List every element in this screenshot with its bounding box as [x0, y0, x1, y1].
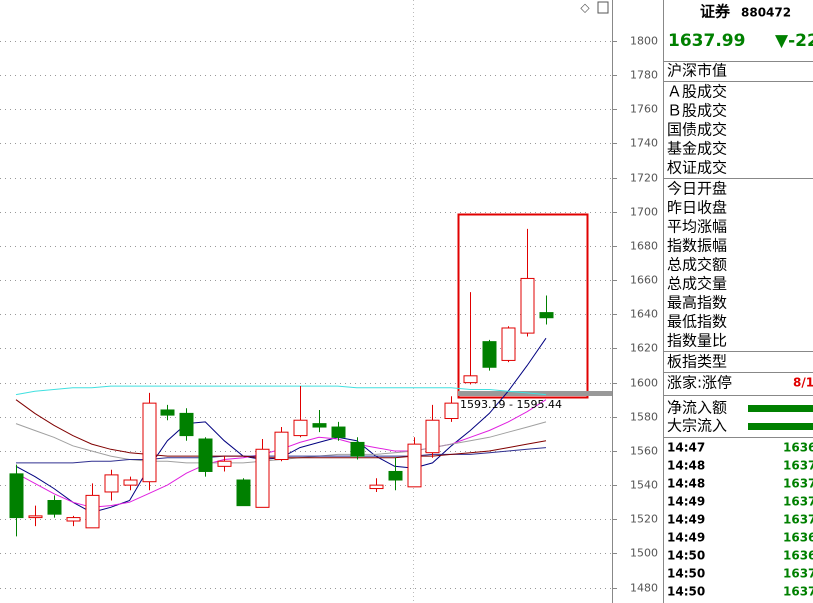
y-tick-label: 1660	[630, 274, 658, 287]
y-tick-label: 1760	[630, 103, 658, 116]
price-change: ▼-22	[775, 31, 813, 51]
moving-average	[15, 337, 547, 514]
y-tick-label: 1780	[630, 69, 658, 82]
tick-price: 1637	[783, 459, 813, 473]
y-tick-label: 1680	[630, 240, 658, 253]
y-tick-label: 1720	[630, 172, 658, 185]
field-value: 8/1	[793, 376, 813, 390]
candle-body	[66, 517, 81, 522]
field-label: Ｂ股成交	[667, 102, 727, 120]
field-label: 国债成交	[667, 121, 727, 139]
stock-name: 证券	[700, 3, 731, 21]
annotation: 1593.19 - 1595.44	[460, 398, 562, 411]
diamond-icon[interactable]: ◇	[580, 1, 590, 15]
flow-bar	[748, 423, 813, 430]
candle-body	[123, 479, 138, 486]
candle-body	[463, 375, 478, 384]
price: 1637.99	[668, 31, 745, 51]
y-tick-label: 1700	[630, 206, 658, 219]
candle-body	[104, 474, 119, 493]
y-tick-label: 1500	[630, 547, 658, 560]
candle-body	[217, 460, 232, 467]
tick-time: 14:49	[667, 495, 705, 509]
candle-body	[312, 423, 327, 428]
candle-body	[160, 409, 175, 416]
field-label: 今日开盘	[667, 180, 727, 198]
candle-body	[47, 500, 62, 515]
y-tick-label: 1480	[630, 582, 658, 595]
candle-body	[198, 438, 213, 472]
y-tick-label: 1800	[630, 35, 658, 48]
field-label: 大宗流入	[667, 417, 727, 435]
field-label: 涨家:涨停	[667, 374, 732, 392]
candle-body	[255, 448, 270, 508]
tick-price: 1636	[783, 441, 813, 455]
candle-body	[9, 473, 24, 519]
y-tick-label: 1540	[630, 479, 658, 492]
candle-body	[388, 470, 403, 481]
field-label: 权证成交	[667, 159, 727, 177]
moving-average	[15, 385, 547, 396]
grid	[0, 41, 612, 589]
tick-time: 14:49	[667, 531, 705, 545]
tick-price: 1637	[783, 495, 813, 509]
y-tick-label: 1580	[630, 411, 658, 424]
candle-body	[293, 419, 308, 437]
candle-body	[501, 327, 516, 361]
tick-price: 1637	[783, 513, 813, 527]
candle-body	[407, 443, 422, 488]
field-label: 总成交量	[667, 275, 727, 293]
y-tick-label: 1560	[630, 445, 658, 458]
candle-body	[444, 402, 459, 420]
field-label: Ａ股成交	[667, 83, 727, 101]
field-label: 沪深市值	[667, 62, 727, 80]
candle-body	[520, 277, 535, 334]
candle-body	[142, 402, 157, 483]
field-label: 昨日收盘	[667, 199, 727, 217]
candle-body	[28, 515, 43, 519]
candle-body	[350, 441, 365, 457]
candle-body	[179, 412, 194, 437]
stock-code: 880472	[741, 6, 791, 20]
field-label: 板指类型	[667, 353, 727, 371]
tick-time: 14:48	[667, 459, 705, 473]
candle-body	[236, 479, 251, 507]
field-label: 最高指数	[667, 294, 727, 312]
field-label: 平均涨幅	[667, 218, 727, 236]
y-tick-label: 1640	[630, 308, 658, 321]
tick-time: 14:47	[667, 441, 705, 455]
candle-body	[85, 494, 100, 529]
tick-price: 1637	[783, 477, 813, 491]
window-icon[interactable]	[597, 1, 609, 14]
tick-time: 14:50	[667, 585, 705, 599]
y-tick-label: 1520	[630, 513, 658, 526]
candle-body	[539, 312, 554, 319]
tick-time: 14:48	[667, 477, 705, 491]
tick-time: 14:50	[667, 549, 705, 563]
tick-time: 14:49	[667, 513, 705, 527]
tick-time: 14:50	[667, 567, 705, 581]
candle-body	[369, 484, 384, 490]
field-label: 总成交额	[667, 256, 727, 274]
highlight-box	[457, 213, 589, 399]
y-tick-label: 1620	[630, 342, 658, 355]
field-label: 最低指数	[667, 313, 727, 331]
candle-body	[331, 426, 346, 438]
candle-body	[482, 341, 497, 368]
candle-body	[425, 419, 440, 454]
field-label: 指数量比	[667, 332, 727, 350]
y-tick-label: 1740	[630, 137, 658, 150]
tick-price: 1636	[783, 549, 813, 563]
tick-price: 1636	[783, 531, 813, 545]
tick-price: 1637	[783, 567, 813, 581]
flow-bar	[748, 405, 813, 412]
field-label: 净流入额	[667, 399, 727, 417]
field-label: 指数振幅	[667, 237, 727, 255]
y-tick-label: 1600	[630, 377, 658, 390]
candle-body	[274, 431, 289, 461]
tick-price: 1637	[783, 585, 813, 599]
field-label: 基金成交	[667, 140, 727, 158]
